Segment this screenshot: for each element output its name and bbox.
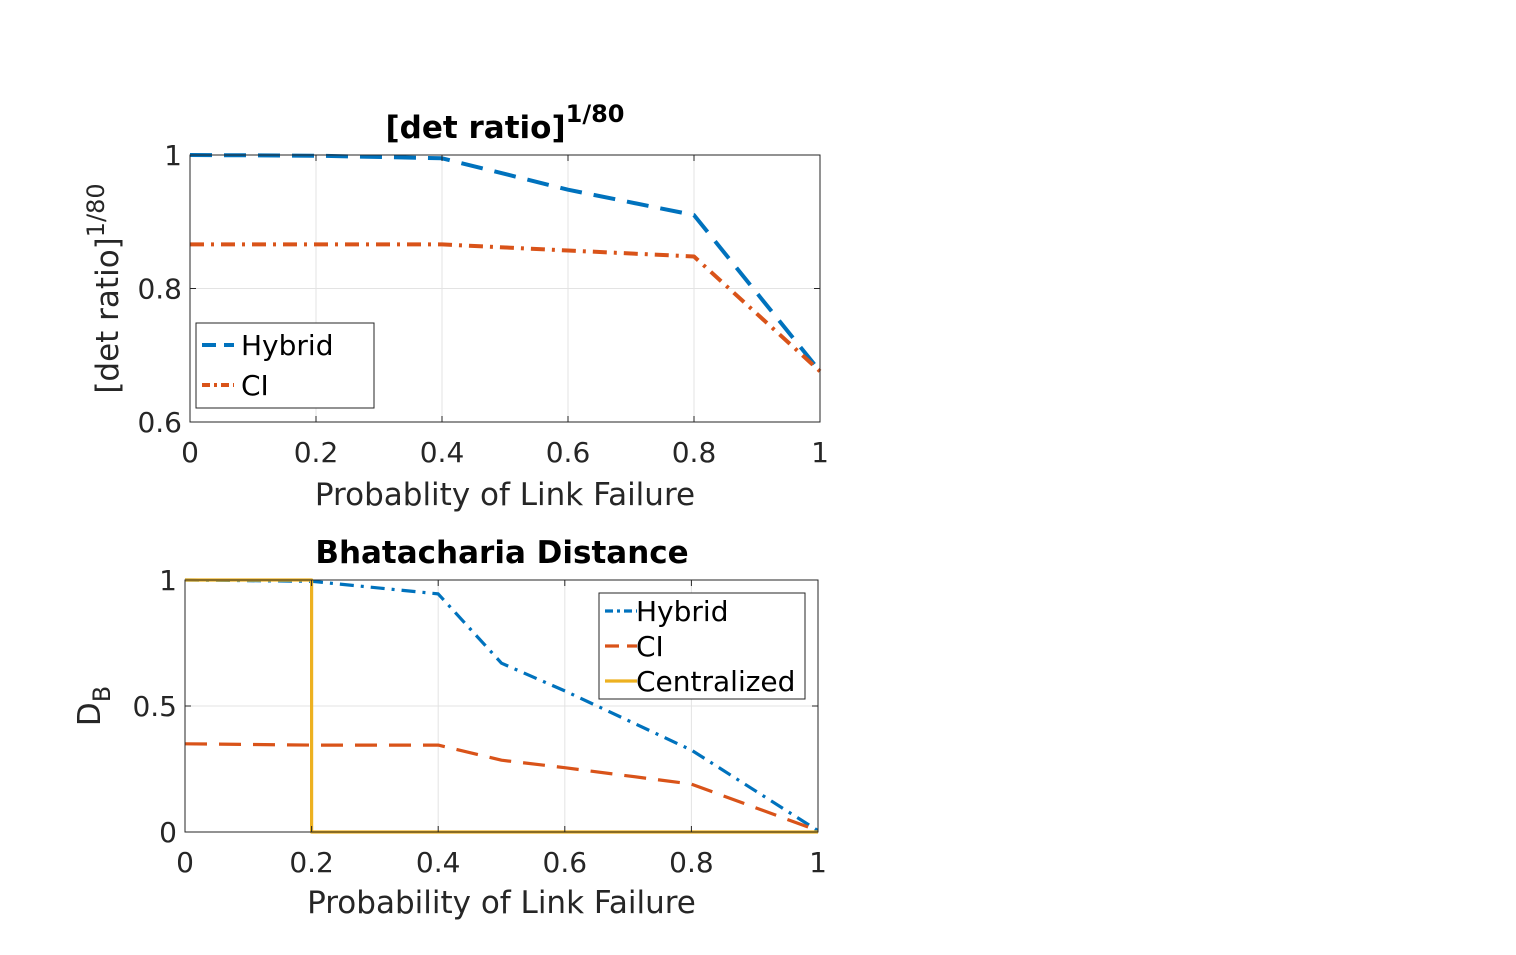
x-tick-label: 0.2	[289, 846, 334, 879]
chart-1: 0 0.2 0.4 0.6 0.8 10.60.81[det ratio]1/80Prob…	[82, 100, 829, 513]
y-tick-label: 0	[159, 816, 177, 849]
chart-title-main: [det ratio]	[386, 110, 566, 146]
x-tick-label: 1	[811, 436, 829, 469]
chart-title: [det ratio]1/80	[386, 100, 625, 146]
x-tick-label: 0.8	[672, 436, 717, 469]
chart-title-superscript: 1/80	[566, 100, 625, 128]
y-axis-label: [det ratio]1/80	[82, 183, 126, 393]
legend-label-ci: CI	[241, 369, 269, 402]
x-tick-label: 0.6	[543, 846, 588, 879]
x-tick-label: 0.8	[669, 846, 714, 879]
y-tick-label: 0.8	[137, 273, 182, 306]
chart-title: Bhatacharia Distance	[315, 535, 688, 571]
legend-box	[195, 322, 375, 409]
y-axis-label-subscript: B	[88, 686, 116, 702]
y-axis-label-main: D	[72, 702, 108, 726]
chart-title-main: Bhatacharia Distance	[315, 535, 688, 571]
y-tick-label: 0.5	[132, 690, 177, 723]
series-line-hybrid	[189, 153, 822, 373]
y-tick-label: 0.6	[137, 406, 182, 439]
y-axis-label-main: [det ratio]	[90, 237, 126, 393]
x-axis-label: Probability of Link Failure	[307, 885, 696, 921]
y-tick-label: 1	[164, 139, 182, 172]
legend-label-hybrid: Hybrid	[636, 595, 728, 628]
x-axis-label: Probablity of Link Failure	[315, 477, 695, 513]
x-tick-label: 0	[181, 436, 199, 469]
x-tick-label: 0.6	[546, 436, 591, 469]
chart-2: 0 0.2 0.4 0.6 0.8 1 0 0.5 1 Bhatacharia Distance P…	[72, 535, 827, 921]
x-tick-label: 0.2	[294, 436, 339, 469]
y-tick-label: 1	[159, 564, 177, 597]
legend-label-centralized: Centralized	[636, 665, 795, 698]
x-tick-label: 0.4	[420, 436, 465, 469]
x-tick-label: 1	[809, 846, 827, 879]
legend-label-ci: CI	[636, 630, 664, 663]
legend-label-hybrid: Hybrid	[241, 329, 333, 362]
y-axis-label-superscript: 1/80	[82, 183, 110, 237]
x-tick-label: 0	[176, 846, 194, 879]
legend: Hybrid CI	[195, 322, 375, 409]
series-line-ci	[190, 242, 822, 373]
x-tick-label: 0.4	[416, 846, 461, 879]
y-axis-label: DB	[72, 686, 116, 726]
